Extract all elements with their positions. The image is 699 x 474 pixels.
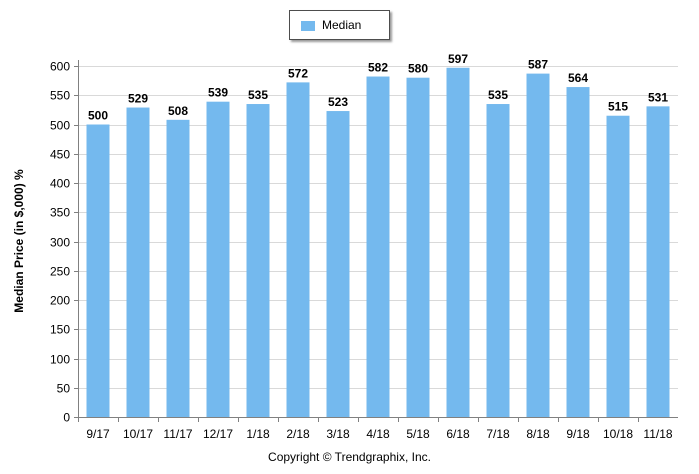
x-tick-label: 3/18	[326, 427, 350, 441]
data-label: 580	[408, 62, 428, 76]
data-label: 564	[568, 71, 588, 85]
bar-9/18	[566, 87, 590, 417]
data-label: 587	[528, 58, 548, 72]
y-tick-label: 600	[50, 60, 70, 74]
x-tick-label: 5/18	[406, 427, 430, 441]
data-label: 535	[488, 88, 508, 102]
data-label: 529	[128, 92, 148, 106]
bar-11/18	[646, 106, 670, 418]
bar-4/18	[366, 76, 390, 417]
y-tick-label: 300	[50, 236, 70, 250]
y-tick-label: 50	[57, 382, 71, 396]
x-tick-label: 2/18	[286, 427, 310, 441]
data-label: 523	[328, 95, 348, 109]
bar-2/18	[286, 82, 310, 417]
x-tick-label: 10/17	[123, 427, 153, 441]
data-label: 508	[168, 104, 188, 118]
bar-7/18	[486, 104, 510, 418]
x-tick-label: 11/17	[163, 427, 192, 441]
x-tick-label: 6/18	[446, 427, 470, 441]
data-label: 539	[208, 86, 228, 100]
x-tick-label: 10/18	[603, 427, 633, 441]
data-label: 597	[448, 52, 468, 66]
bar-10/17	[126, 107, 150, 417]
data-label: 582	[368, 61, 388, 75]
data-label: 531	[648, 90, 668, 104]
bar-9/17	[86, 124, 110, 417]
y-tick-label: 450	[50, 148, 70, 162]
data-label: 572	[288, 66, 308, 80]
y-tick-label: 550	[50, 89, 70, 103]
x-tick-label: 9/18	[566, 427, 590, 441]
y-tick-label: 200	[50, 294, 70, 308]
bar-3/18	[326, 111, 350, 418]
bar-8/18	[526, 73, 550, 417]
y-tick-label: 500	[50, 119, 70, 133]
y-axis-title: Median Price (in $,000) %	[12, 169, 26, 313]
bar-12/17	[206, 101, 230, 417]
bar-10/18	[606, 115, 630, 417]
x-tick-label: 12/17	[203, 427, 233, 441]
data-label: 500	[88, 109, 108, 123]
x-tick-label: 8/18	[526, 427, 550, 441]
bar-5/18	[406, 77, 430, 417]
data-label: 535	[248, 88, 268, 102]
y-tick-label: 250	[50, 265, 70, 279]
legend: Median	[289, 10, 390, 40]
bar-6/18	[446, 67, 470, 417]
x-tick-label: 4/18	[366, 427, 390, 441]
bar-11/17	[166, 119, 190, 417]
x-tick-label: 7/18	[486, 427, 510, 441]
data-label: 515	[608, 100, 628, 114]
y-tick-label: 400	[50, 177, 70, 191]
y-tick-label: 0	[63, 411, 70, 425]
copyright-footer: Copyright © Trendgraphix, Inc.	[268, 450, 431, 464]
x-tick-label: 11/18	[643, 427, 672, 441]
y-tick-label: 150	[50, 323, 70, 337]
legend-label-median: Median	[322, 18, 362, 32]
y-tick-label: 100	[50, 353, 70, 367]
x-tick-label: 1/18	[246, 427, 270, 441]
y-tick-label: 350	[50, 206, 70, 220]
x-tick-label: 9/17	[86, 427, 110, 441]
legend-swatch-median	[301, 21, 315, 31]
bar-1/18	[246, 104, 270, 418]
